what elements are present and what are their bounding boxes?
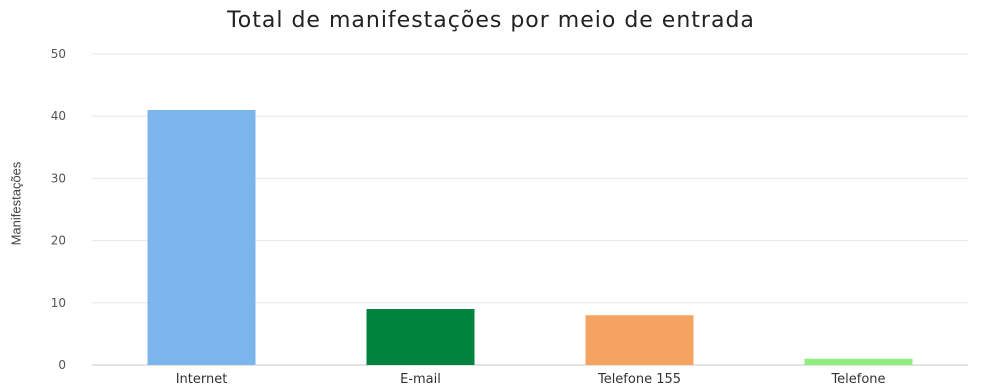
x-tick-label-1: E-mail: [400, 372, 441, 386]
y-tick-label-0: 0: [58, 358, 66, 372]
bar-telefone: [804, 358, 913, 365]
y-tick-label-10: 10: [51, 296, 66, 310]
y-tick-label-40: 40: [51, 109, 66, 123]
y-tick-label-30: 30: [51, 171, 66, 185]
chart-title: Total de manifestações por meio de entra…: [227, 8, 755, 33]
bar-e-mail: [366, 309, 475, 365]
x-tick-label-0: Internet: [176, 372, 228, 386]
x-tick-label-2: Telefone 155: [597, 372, 681, 386]
bar-internet: [147, 109, 256, 365]
y-tick-label-20: 20: [51, 234, 66, 248]
x-tick-label-3: Telefone: [830, 372, 885, 386]
y-tick-label-50: 50: [51, 47, 66, 61]
bar-telefone-155: [585, 315, 694, 365]
